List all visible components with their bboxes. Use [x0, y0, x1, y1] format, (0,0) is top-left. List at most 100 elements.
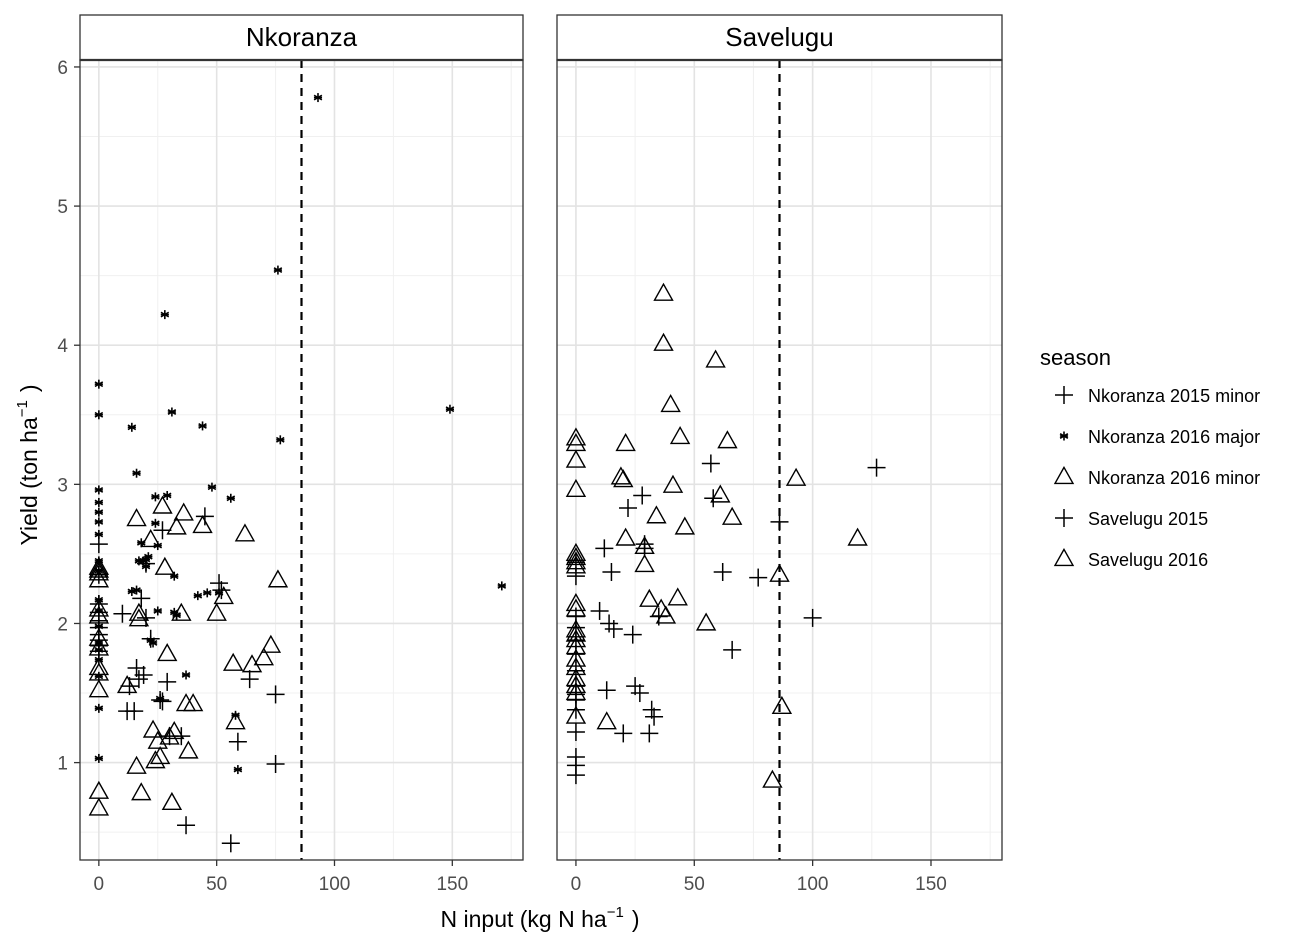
legend-item: Nkoranza 2016 minor	[1053, 465, 1260, 488]
legend-label: Nkoranza 2016 major	[1088, 427, 1260, 447]
point-triangle	[213, 586, 234, 605]
point-asterisk	[94, 507, 104, 517]
point-triangle	[131, 782, 152, 801]
point-triangle	[182, 693, 204, 712]
point-plus	[723, 640, 742, 659]
x-tick-label: 100	[797, 874, 829, 895]
point-plus	[701, 454, 720, 473]
point-triangle	[565, 623, 587, 642]
point-plus	[266, 685, 285, 704]
point-asterisk	[132, 585, 141, 595]
point-triangle	[565, 542, 587, 562]
point-triangle	[674, 516, 696, 535]
point-plus	[134, 665, 153, 684]
point-triangle	[88, 637, 110, 656]
point-triangle	[615, 432, 636, 452]
point-asterisk	[94, 379, 104, 389]
facet-strip	[79, 14, 524, 61]
point-triangle	[173, 502, 194, 521]
legend-item: Nkoranza 2015 minor	[1055, 386, 1260, 406]
point-triangle	[669, 426, 691, 445]
point-asterisk	[160, 310, 170, 320]
point-triangle	[88, 556, 110, 575]
point-asterisk	[162, 490, 172, 500]
facet-panel-0: Nkoranza	[79, 14, 524, 861]
point-plus	[604, 620, 623, 639]
point-triangle	[653, 282, 674, 301]
point-plus	[566, 700, 585, 719]
point-asterisk	[148, 638, 158, 648]
point-triangle	[156, 643, 178, 662]
point-plus	[590, 601, 609, 620]
legend-item: Nkoranza 2016 major	[1059, 427, 1260, 447]
legend-item: Savelugu 2016	[1053, 547, 1208, 570]
point-asterisk	[207, 482, 217, 492]
point-triangle	[222, 652, 244, 671]
x-axis-label: N input (kg N ha−1)	[441, 904, 640, 932]
point-triangle	[88, 797, 110, 816]
point-asterisk	[155, 694, 165, 704]
point-triangle	[159, 726, 180, 745]
point-plus	[566, 723, 585, 741]
point-triangle	[565, 592, 587, 612]
legend-key-plus	[1055, 509, 1073, 527]
point-asterisk	[94, 497, 104, 507]
point-triangle	[771, 695, 793, 715]
legend-label: Savelugu 2016	[1088, 550, 1208, 570]
point-triangle	[88, 679, 110, 698]
point-triangle	[161, 791, 183, 811]
legend-title: season	[1040, 345, 1111, 370]
legend-key-triangle	[1053, 465, 1075, 485]
point-plus	[212, 581, 231, 600]
point-plus	[266, 755, 285, 773]
point-asterisk	[144, 552, 153, 562]
point-plus	[153, 692, 172, 711]
point-plus	[566, 766, 585, 785]
point-asterisk	[151, 518, 160, 528]
point-plus	[640, 724, 659, 743]
series-1	[94, 93, 507, 775]
point-triangle	[88, 559, 110, 578]
x-axis-label-text: N input (kg N ha	[441, 906, 607, 932]
point-asterisk	[275, 435, 285, 445]
point-triangle	[565, 648, 587, 667]
point-triangle	[260, 634, 282, 653]
legend-key-asterisk	[1059, 431, 1069, 441]
point-asterisk	[94, 753, 104, 763]
point-triangle	[785, 467, 807, 486]
point-asterisk	[94, 529, 104, 539]
point-asterisk	[153, 606, 163, 616]
facet-title: Nkoranza	[246, 22, 358, 52]
point-triangle	[565, 449, 587, 468]
point-triangle	[142, 719, 164, 738]
point-triangle	[140, 528, 161, 548]
point-triangle	[171, 602, 192, 621]
point-triangle	[695, 612, 717, 631]
point-triangle	[152, 495, 173, 514]
point-triangle	[565, 636, 587, 655]
series-2	[88, 495, 289, 816]
point-asterisk	[226, 493, 236, 503]
point-triangle	[639, 588, 660, 607]
point-plus	[240, 670, 259, 689]
point-asterisk	[94, 703, 104, 713]
point-triangle	[166, 516, 187, 535]
point-plus	[626, 677, 645, 696]
point-triangle	[565, 551, 587, 570]
point-plus	[566, 567, 585, 586]
y-tick-label: 4	[57, 336, 68, 357]
point-triangle	[615, 527, 636, 546]
y-tick-label: 3	[57, 475, 68, 496]
x-tick-label: 50	[684, 874, 705, 895]
point-plus	[602, 563, 621, 581]
point-plus	[867, 458, 886, 477]
point-asterisk	[497, 581, 507, 591]
x-axis-label-sup: −1	[607, 904, 624, 921]
point-plus	[221, 834, 240, 853]
point-triangle	[178, 740, 199, 759]
point-triangle	[710, 484, 731, 503]
y-axis-label-text: Yield (ton ha	[16, 417, 42, 545]
point-plus	[623, 625, 642, 644]
point-plus	[125, 702, 144, 721]
